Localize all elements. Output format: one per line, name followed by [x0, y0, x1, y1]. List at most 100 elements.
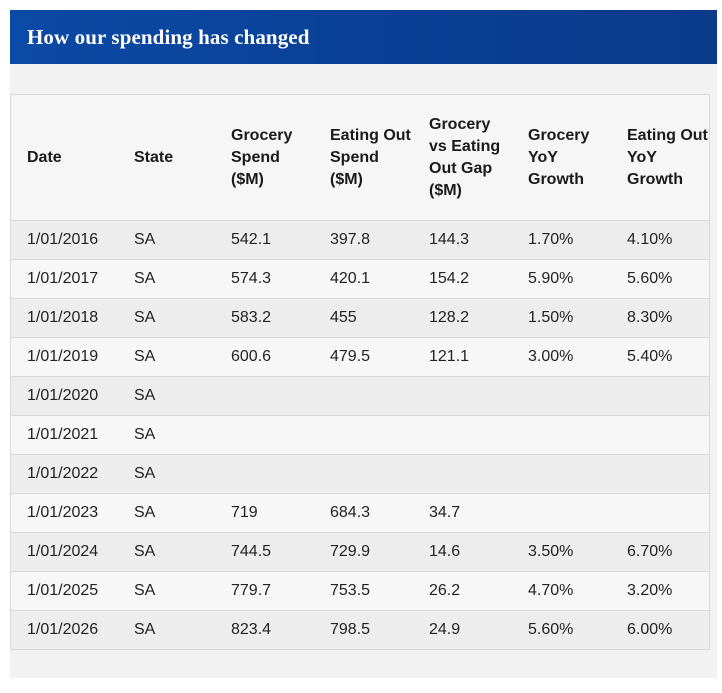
eating-out-spend-cell: 479.5	[314, 337, 413, 377]
table-row: 1/01/2022 SA	[11, 454, 709, 494]
grocery-spend-cell: 583.2	[215, 298, 314, 338]
table-row: 1/01/2024 SA 744.5 729.9 14.6 3.50% 6.70%	[11, 532, 709, 572]
date-cell: 1/01/2024	[11, 532, 118, 572]
date-cell: 1/01/2016	[11, 220, 118, 260]
gap-cell: 26.2	[413, 571, 512, 611]
eating-out-spend-cell: 753.5	[314, 571, 413, 611]
grocery-spend-cell	[215, 415, 314, 455]
state-cell: SA	[118, 298, 215, 338]
grocery-spend-cell: 779.7	[215, 571, 314, 611]
eating-out-spend-cell: 397.8	[314, 220, 413, 260]
state-cell: SA	[118, 454, 215, 494]
grocery-spend-cell: 719	[215, 493, 314, 533]
column-header-eating-out-yoy[interactable]: Eating Out YoY Growth	[611, 95, 709, 221]
eating-out-spend-cell	[314, 454, 413, 494]
spending-table: Date State Grocery Spend ($M) Eating Out…	[11, 95, 709, 649]
grocery-yoy-cell	[512, 493, 611, 533]
column-header-state[interactable]: State	[118, 95, 215, 221]
eating-out-yoy-cell: 5.60%	[611, 259, 709, 299]
widget-title: How our spending has changed	[27, 24, 310, 49]
eating-out-yoy-cell: 3.20%	[611, 571, 709, 611]
grocery-spend-cell: 542.1	[215, 220, 314, 260]
date-cell: 1/01/2019	[11, 337, 118, 377]
grocery-yoy-cell: 1.70%	[512, 220, 611, 260]
eating-out-yoy-cell	[611, 415, 709, 455]
eating-out-yoy-cell: 5.40%	[611, 337, 709, 377]
table-header: Date State Grocery Spend ($M) Eating Out…	[11, 95, 709, 221]
state-cell: SA	[118, 337, 215, 377]
date-cell: 1/01/2017	[11, 259, 118, 299]
date-cell: 1/01/2025	[11, 571, 118, 611]
state-cell: SA	[118, 493, 215, 533]
gap-cell	[413, 454, 512, 494]
date-cell: 1/01/2021	[11, 415, 118, 455]
table-widget: How our spending has changed Date State …	[10, 10, 717, 678]
grocery-spend-cell	[215, 376, 314, 416]
state-cell: SA	[118, 220, 215, 260]
grocery-spend-cell	[215, 454, 314, 494]
eating-out-spend-cell	[314, 376, 413, 416]
state-cell: SA	[118, 532, 215, 572]
table-row: 1/01/2017 SA 574.3 420.1 154.2 5.90% 5.60%	[11, 259, 709, 299]
eating-out-spend-cell: 798.5	[314, 610, 413, 649]
eating-out-yoy-cell	[611, 376, 709, 416]
column-header-eating-out-spend[interactable]: Eating Out Spend ($M)	[314, 95, 413, 221]
state-cell: SA	[118, 259, 215, 299]
gap-cell: 24.9	[413, 610, 512, 649]
date-cell: 1/01/2026	[11, 610, 118, 649]
gap-cell	[413, 415, 512, 455]
column-header-grocery-yoy[interactable]: Grocery YoY Growth	[512, 95, 611, 221]
date-cell: 1/01/2020	[11, 376, 118, 416]
table-body: 1/01/2016 SA 542.1 397.8 144.3 1.70% 4.10% 1/01…	[11, 220, 709, 649]
grocery-yoy-cell: 5.90%	[512, 259, 611, 299]
eating-out-spend-cell: 729.9	[314, 532, 413, 572]
gap-cell: 144.3	[413, 220, 512, 260]
eating-out-spend-cell: 420.1	[314, 259, 413, 299]
column-header-gap[interactable]: Grocery vs Eating Out Gap ($M)	[413, 95, 512, 221]
state-cell: SA	[118, 376, 215, 416]
table-row: 1/01/2016 SA 542.1 397.8 144.3 1.70% 4.10%	[11, 220, 709, 260]
column-header-date[interactable]: Date	[11, 95, 118, 221]
state-cell: SA	[118, 415, 215, 455]
eating-out-spend-cell: 455	[314, 298, 413, 338]
table-row: 1/01/2025 SA 779.7 753.5 26.2 4.70% 3.20%	[11, 571, 709, 611]
grocery-yoy-cell	[512, 415, 611, 455]
data-table-container: Date State Grocery Spend ($M) Eating Out…	[10, 94, 710, 650]
gap-cell: 121.1	[413, 337, 512, 377]
grocery-spend-cell: 574.3	[215, 259, 314, 299]
date-cell: 1/01/2023	[11, 493, 118, 533]
table-row: 1/01/2021 SA	[11, 415, 709, 455]
eating-out-yoy-cell: 8.30%	[611, 298, 709, 338]
eating-out-yoy-cell: 6.00%	[611, 610, 709, 649]
date-cell: 1/01/2018	[11, 298, 118, 338]
grocery-spend-cell: 600.6	[215, 337, 314, 377]
table-row: 1/01/2020 SA	[11, 376, 709, 416]
table-row: 1/01/2023 SA 719 684.3 34.7	[11, 493, 709, 533]
grocery-yoy-cell: 5.60%	[512, 610, 611, 649]
table-row: 1/01/2019 SA 600.6 479.5 121.1 3.00% 5.40%	[11, 337, 709, 377]
grocery-spend-cell: 744.5	[215, 532, 314, 572]
grocery-yoy-cell	[512, 454, 611, 494]
gap-cell: 128.2	[413, 298, 512, 338]
eating-out-yoy-cell: 4.10%	[611, 220, 709, 260]
column-header-grocery-spend[interactable]: Grocery Spend ($M)	[215, 95, 314, 221]
eating-out-yoy-cell: 6.70%	[611, 532, 709, 572]
gap-cell: 14.6	[413, 532, 512, 572]
eating-out-yoy-cell	[611, 454, 709, 494]
eating-out-spend-cell: 684.3	[314, 493, 413, 533]
date-cell: 1/01/2022	[11, 454, 118, 494]
gap-cell: 154.2	[413, 259, 512, 299]
eating-out-spend-cell	[314, 415, 413, 455]
widget-header: How our spending has changed	[10, 10, 717, 64]
grocery-yoy-cell: 3.00%	[512, 337, 611, 377]
state-cell: SA	[118, 571, 215, 611]
state-cell: SA	[118, 610, 215, 649]
grocery-yoy-cell	[512, 376, 611, 416]
grocery-yoy-cell: 1.50%	[512, 298, 611, 338]
gap-cell	[413, 376, 512, 416]
gap-cell: 34.7	[413, 493, 512, 533]
header-row: Date State Grocery Spend ($M) Eating Out…	[11, 95, 709, 221]
grocery-spend-cell: 823.4	[215, 610, 314, 649]
eating-out-yoy-cell	[611, 493, 709, 533]
table-row: 1/01/2026 SA 823.4 798.5 24.9 5.60% 6.00%	[11, 610, 709, 649]
